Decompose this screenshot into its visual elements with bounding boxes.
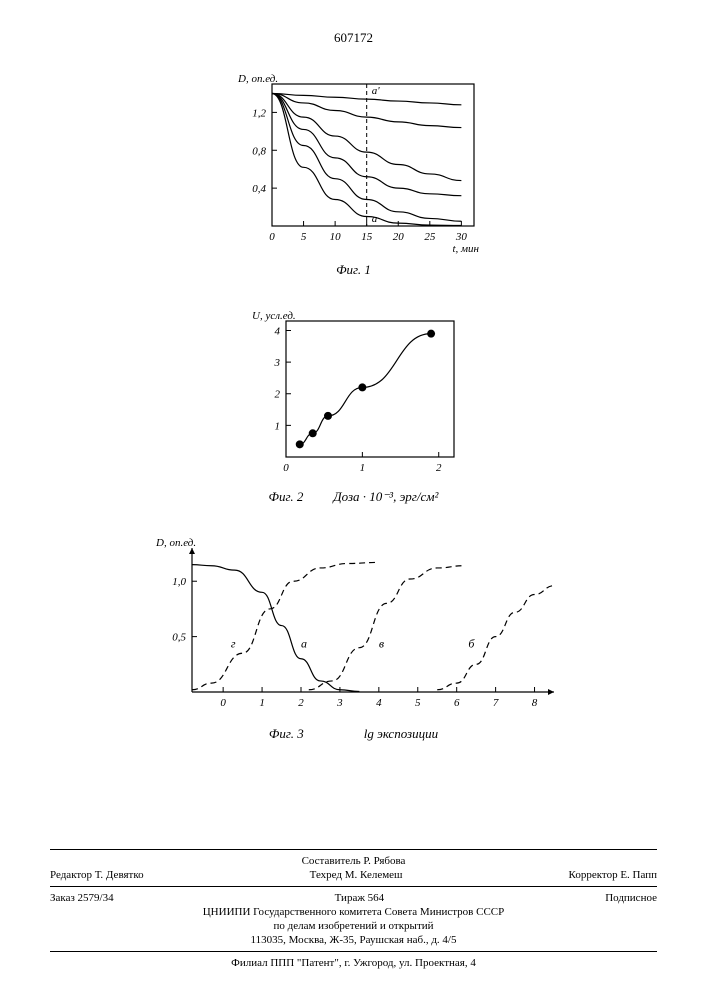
footer-corrector: Корректор Е. Папп [569, 869, 657, 881]
footer-subscription: Подписное [605, 892, 657, 904]
svg-text:5: 5 [300, 231, 306, 243]
footer-tirage: Тираж 564 [335, 892, 385, 904]
fig1-plot: 0 5 10 15 20 25 30 0,4 0,8 1,2 а' а D, оп.ед. t, мин [224, 66, 484, 256]
svg-text:3: 3 [273, 357, 280, 369]
svg-text:15: 15 [361, 231, 373, 243]
footer-divider [50, 886, 657, 887]
svg-text:30: 30 [454, 231, 467, 243]
fig3-caption: Фиг. 3 lg экспозиции [144, 726, 564, 742]
footer-compiler: Составитель Р. Рябова [50, 854, 657, 868]
fig2-xlabel: Доза · 10⁻³, эрг/см² [333, 489, 438, 505]
svg-text:2: 2 [435, 462, 441, 474]
svg-text:20: 20 [392, 231, 404, 243]
footer-address: 113035, Москва, Ж-35, Раушская наб., д. … [50, 933, 657, 947]
fig2-caption-text: Фиг. 2 [269, 489, 304, 505]
svg-text:1: 1 [274, 420, 280, 432]
svg-text:0: 0 [269, 231, 275, 243]
svg-text:8: 8 [531, 697, 537, 709]
footer-editor: Редактор Т. Девятко [50, 869, 144, 881]
footer-org1: ЦНИИПИ Государственного комитета Совета … [50, 905, 657, 919]
svg-text:0: 0 [220, 697, 226, 709]
svg-text:0: 0 [283, 462, 289, 474]
svg-text:а: а [300, 637, 306, 651]
footer-techred: Техред М. Келемеш [310, 869, 403, 881]
page: 607172 0510152025300,40,81,2а'аD, оп.ед.… [0, 0, 707, 1000]
svg-text:1: 1 [359, 462, 365, 474]
svg-text:6: 6 [453, 697, 459, 709]
footer-staff-row: Редактор Т. Девятко Техред М. Келемеш Ко… [50, 868, 657, 882]
svg-text:0,4: 0,4 [252, 183, 266, 195]
svg-text:а: а [371, 213, 377, 225]
footer-branch: Филиал ППП "Патент", г. Ужгород, ул. Про… [50, 956, 657, 970]
svg-text:б: б [468, 637, 475, 651]
fig2-plot: 0 1 2 1 2 3 4 U, усл.ед. [244, 303, 464, 483]
svg-text:5: 5 [415, 697, 421, 709]
footer-order: Заказ 2579/34 [50, 892, 114, 904]
svg-text:U, усл.ед.: U, усл.ед. [252, 310, 296, 322]
svg-text:1,2: 1,2 [252, 107, 266, 119]
fig2-caption: Фиг. 2 Доза · 10⁻³, эрг/см² [244, 489, 464, 505]
svg-text:t, мин: t, мин [452, 243, 479, 255]
svg-text:7: 7 [492, 697, 498, 709]
svg-text:0,8: 0,8 [252, 145, 266, 157]
svg-text:2: 2 [274, 389, 280, 401]
footer: Составитель Р. Рябова Редактор Т. Девятк… [50, 845, 657, 970]
svg-text:г: г [230, 637, 235, 651]
svg-text:D, оп.ед.: D, оп.ед. [155, 537, 196, 549]
fig3-caption-text: Фиг. 3 [269, 726, 304, 742]
figure-3: 0 1 2 3 4 5 6 7 8 0,5 1,0 а г в б D, оп.ед. Фиг. 3 lg э… [50, 530, 657, 742]
svg-text:3: 3 [336, 697, 343, 709]
footer-order-row: Заказ 2579/34 Тираж 564 Подписное [50, 891, 657, 905]
footer-org2: по делам изобретений и открытий [50, 919, 657, 933]
svg-text:в: в [378, 637, 383, 651]
svg-text:а': а' [371, 85, 380, 97]
svg-text:4: 4 [274, 325, 280, 337]
svg-text:1: 1 [259, 697, 265, 709]
svg-text:10: 10 [329, 231, 341, 243]
figure-2: 0 1 2 1 2 3 4 U, усл.ед. Фиг. 2 Доза · 10⁻³, эр… [50, 303, 657, 505]
page-number: 607172 [50, 30, 657, 46]
fig3-plot: 0 1 2 3 4 5 6 7 8 0,5 1,0 а г в б D, оп.ед. [144, 530, 564, 720]
footer-divider [50, 849, 657, 850]
svg-text:25: 25 [424, 231, 436, 243]
svg-text:D, оп.ед.: D, оп.ед. [237, 73, 278, 85]
footer-divider [50, 951, 657, 952]
svg-text:4: 4 [376, 697, 382, 709]
svg-text:2: 2 [298, 697, 304, 709]
fig3-xlabel: lg экспозиции [364, 726, 438, 742]
svg-text:0,5: 0,5 [172, 632, 186, 644]
fig1-caption: Фиг. 1 [336, 262, 371, 278]
figure-1: 0510152025300,40,81,2а'аD, оп.ед.t, мин … [50, 66, 657, 278]
svg-text:1,0: 1,0 [172, 576, 186, 588]
